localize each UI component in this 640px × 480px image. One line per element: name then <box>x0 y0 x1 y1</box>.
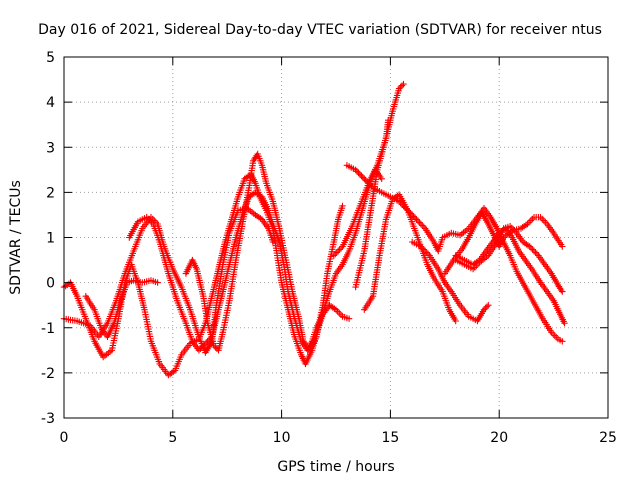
x-tick-label: 25 <box>599 430 617 446</box>
series-track-2 <box>60 166 385 379</box>
series-track-5 <box>182 150 346 354</box>
series-track-10 <box>409 238 492 325</box>
data-markers <box>60 80 568 379</box>
series-markers <box>82 277 161 340</box>
x-tick-label: 0 <box>60 430 69 446</box>
series-markers <box>452 223 566 295</box>
series-track-12 <box>452 225 568 327</box>
series-markers <box>60 166 385 379</box>
series-markers <box>452 225 568 327</box>
x-tick-label: 10 <box>273 430 291 446</box>
axis-ticks: 0 5 10 15 20 25 -3 -2 -1 0 1 2 3 4 5 <box>41 50 617 446</box>
chart-title: Day 016 of 2021, Sidereal Day-to-day VTE… <box>38 22 602 38</box>
y-tick-label: -1 <box>41 321 55 337</box>
series-track-8 <box>352 117 392 291</box>
series-track-9 <box>361 191 459 325</box>
x-tick-label: 5 <box>168 430 177 446</box>
series-markers <box>352 117 392 291</box>
x-tick-label: 20 <box>490 430 508 446</box>
series-markers <box>361 191 459 325</box>
x-axis-label: GPS time / hours <box>277 459 394 475</box>
y-tick-label: 4 <box>46 95 55 111</box>
y-tick-label: -3 <box>41 411 55 427</box>
series-track-3 <box>82 277 161 340</box>
y-tick-label: 2 <box>46 185 55 201</box>
series-markers <box>182 150 346 354</box>
y-tick-label: -2 <box>41 366 55 382</box>
series-markers <box>409 238 492 325</box>
y-tick-label: 5 <box>46 50 55 66</box>
y-tick-label: 3 <box>46 140 55 156</box>
x-tick-label: 15 <box>381 430 399 446</box>
y-tick-label: 0 <box>46 276 55 292</box>
y-axis-label: SDTVAR / TECUs <box>8 180 24 295</box>
series-track-13 <box>452 223 566 295</box>
y-tick-label: 1 <box>46 231 55 247</box>
